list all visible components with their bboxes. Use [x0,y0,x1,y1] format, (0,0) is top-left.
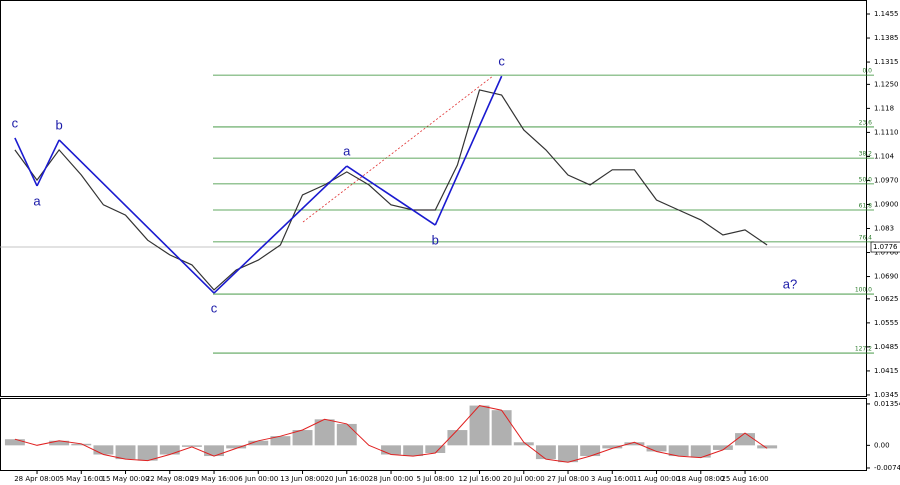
osc-bar [757,445,778,449]
x-tick-label: 5 Jul 08:00 [417,475,455,483]
fib-label: 61.8 [859,202,873,209]
y-tick-label: 1.0345 [874,391,899,399]
x-tick-label: 13 Jun 08:00 [280,475,324,483]
osc-bar [71,443,92,446]
osc-bar [159,445,180,455]
y-tick-label: 1.0900 [874,200,899,208]
x-tick-label: 29 May 16:00 [190,475,238,483]
x-tick-label: 28 Jun 00:00 [369,475,413,483]
wave-segment [58,139,215,294]
oscillator-panel [0,398,867,471]
x-tick-label: 3 Aug 16:00 [591,475,634,483]
osc-bar [668,445,689,457]
osc-bar [292,430,313,446]
osc-bar [381,445,401,455]
y-tick-label: 1.0760 [874,249,899,257]
osc-tick-label: 0.00 [874,441,890,449]
osc-bar [49,440,70,446]
y-tick-label: 1.0625 [874,295,899,303]
x-tick-label: 12 Jul 16:00 [459,475,501,483]
y-tick-label: 1.1315 [874,58,899,66]
y-tick-label: 1.104 [874,152,895,160]
fib-label: 100.0 [855,287,872,294]
x-tick-label: 6 Jun 00:00 [238,475,278,483]
wave-segment [36,139,60,187]
wave-label: a [343,143,351,158]
x-tick-label: 22 May 08:00 [146,475,194,483]
osc-bar [690,445,711,458]
osc-bar [580,445,601,457]
x-tick-label: 27 Jul 08:00 [547,475,589,483]
wave-segment [434,75,503,226]
y-tick-label: 1.0415 [874,367,899,375]
x-tick-label: 18 Aug 08:00 [677,475,724,483]
osc-signal [14,405,768,463]
osc-bar [735,433,755,446]
fib-label: 38.2 [859,151,873,158]
x-tick-label: 28 Apr 08:00 [14,475,60,483]
y-tick-label: 1.0970 [874,176,899,184]
wave-segment [346,165,436,226]
osc-bar [115,445,136,460]
osc-tick-label: -0.0074 [874,464,900,472]
osc-tick-label: 0.01354 [874,400,900,408]
osc-bar [248,440,269,446]
wave-label: b [56,117,63,132]
y-tick-label: 1.0485 [874,343,899,351]
y-tick-label: 1.118 [874,104,894,112]
x-tick-label: 15 May 00:00 [102,475,150,483]
wave-label: c [498,54,505,69]
osc-bar [314,419,335,446]
main-panel [0,0,867,397]
y-tick-label: 1.083 [874,224,894,232]
fib-label: 76.4 [859,234,873,241]
y-tick-label: 1.1455 [874,10,899,18]
osc-bar [447,430,468,446]
y-tick-label: 1.1250 [874,80,899,88]
osc-bar [336,423,357,446]
x-tick-label: 20 Jun 16:00 [325,475,369,483]
osc-bar [425,445,446,453]
y-tick-label: 1.0555 [874,319,899,327]
wave-label: b [432,233,439,248]
fib-label: 50.0 [859,176,873,183]
osc-bar [181,445,202,447]
fib-label: 127.2 [855,346,872,353]
osc-bar [558,445,578,463]
price-line [14,89,768,291]
osc-bar [602,445,623,449]
osc-bar [535,445,556,460]
osc-bar [226,445,247,449]
osc-bar [624,442,645,446]
wave-label: c [211,300,218,315]
osc-bar [491,410,512,446]
y-tick-label: 1.1385 [874,34,899,42]
wave-label: a [33,193,41,208]
wave-label: c [12,115,19,130]
fib-label: 23.6 [859,119,873,126]
osc-bar [403,445,424,457]
x-tick-label: 25 Aug 16:00 [721,475,768,483]
current-price-box [870,241,900,253]
osc-bar [513,442,534,446]
wave-segment [14,137,38,187]
y-tick-label: 1.0690 [874,273,899,281]
osc-bar [712,445,733,450]
osc-bar [204,445,224,457]
x-tick-label: 5 May 16:00 [59,475,103,483]
osc-bar [137,445,158,461]
wave-segment [213,165,348,294]
osc-bar [469,405,490,446]
current-price-label: 1.0776 [873,243,898,251]
osc-bar [93,445,114,455]
fib-label: 0.0 [862,68,872,75]
x-tick-label: 11 Aug 00:00 [633,475,680,483]
y-tick-label: 1.1110 [874,128,899,136]
osc-bar [4,439,25,446]
x-tick-label: 20 Jul 00:00 [503,475,545,483]
osc-bar [270,436,291,446]
wave-annotation: a? [783,276,797,291]
osc-bar [646,445,667,452]
